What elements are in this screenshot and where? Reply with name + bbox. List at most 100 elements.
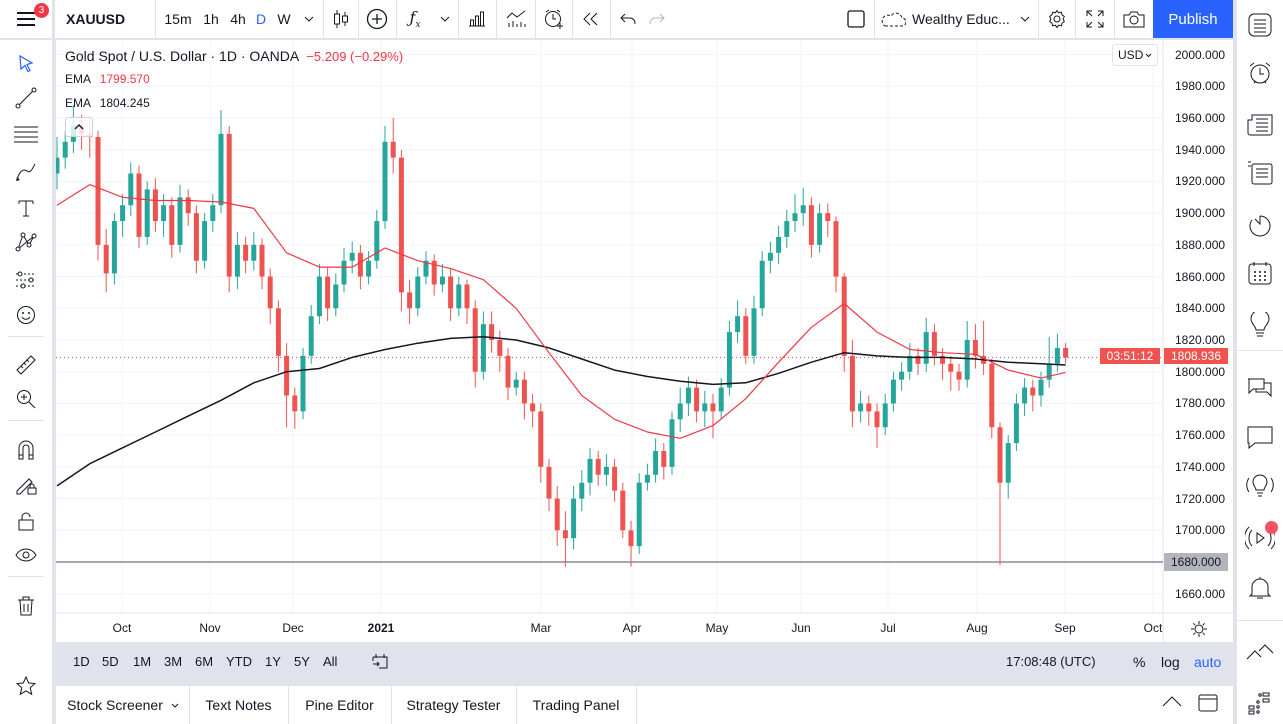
ideas-button[interactable] [1245,310,1275,340]
settings-button[interactable] [1039,0,1075,38]
camera-icon [1123,11,1145,28]
prediction-tool[interactable] [12,266,40,294]
hotlists-button[interactable] [1245,210,1275,240]
price-chart[interactable] [56,40,1233,642]
indicators-dropdown[interactable] [435,0,455,38]
range-3m[interactable]: 3M [164,654,183,669]
streams-button[interactable] [1245,523,1275,553]
more-widgets-button[interactable] [1245,688,1275,718]
range-all[interactable]: All [323,654,338,669]
interval-dropdown[interactable] [298,0,320,38]
watchlist-favorites[interactable] [12,672,40,700]
currency-selector[interactable]: USD [1112,44,1159,66]
hide-drawings[interactable] [12,541,40,569]
text-tool[interactable] [12,194,40,222]
lock-drawings[interactable] [12,507,40,535]
remove-drawings[interactable] [12,592,40,620]
range-1d[interactable]: 1D [73,654,90,669]
range-1m[interactable]: 1M [133,654,152,669]
auto-scale-toggle[interactable]: auto [1194,654,1222,670]
candle-body [448,276,454,309]
fib-tool[interactable] [12,120,40,148]
calendar-button[interactable] [1245,258,1275,288]
candle-body [341,260,347,285]
interval-15m[interactable]: 15m [164,11,192,27]
snapshot-button[interactable] [1115,0,1153,38]
range-ytd[interactable]: YTD [226,654,252,669]
expand-panel-button[interactable] [1162,695,1184,715]
compare-button[interactable] [359,0,395,38]
menu-button[interactable] [10,0,42,38]
indicator-legend-ema-1[interactable]: EMA 1799.570 [65,72,150,86]
templates-button[interactable] [497,0,534,38]
percent-scale-toggle[interactable]: % [1133,654,1146,670]
indicators-button[interactable]: ƒx [397,0,433,38]
data-window-button[interactable] [1245,158,1275,188]
private-chats-button[interactable] [1245,422,1275,452]
undo-button[interactable] [612,0,644,38]
collapse-legend-button[interactable] [65,117,93,137]
scale-settings-button[interactable] [1188,618,1210,640]
candle-body [505,355,511,388]
indicator-legend-ema-2[interactable]: EMA 1804.245 [65,96,150,110]
chats-button[interactable] [1245,372,1275,402]
candle-body [661,451,667,467]
stay-in-drawing-mode[interactable] [12,471,40,499]
tab-stock-screener[interactable]: Stock Screener [58,686,188,724]
clock[interactable]: 17:08:48 (UTC) [1006,654,1096,669]
ideas-stream-button[interactable] [1245,472,1275,502]
maximize-panel-button[interactable] [1198,694,1220,714]
brush-tool[interactable] [12,158,40,186]
price-tick-label: 1820.000 [1175,333,1226,347]
watchlist-button[interactable] [1245,10,1275,40]
layout-name-button[interactable]: Wealthy Educ... [880,0,1036,38]
interval-4h[interactable]: 4h [230,11,246,27]
magnet-tool[interactable] [12,436,40,464]
fullscreen-button[interactable] [1076,0,1114,38]
alerts-button[interactable] [1245,58,1275,88]
trend-line-tool[interactable] [12,84,40,112]
notifications-button[interactable] [1245,573,1275,603]
interval-1h[interactable]: 1h [203,11,219,27]
range-1y[interactable]: 1Y [265,654,281,669]
range-5y[interactable]: 5Y [294,654,310,669]
interval-w[interactable]: W [277,11,291,27]
tab-trading-panel[interactable]: Trading Panel [517,686,635,724]
brush-icon [16,163,36,181]
replay-button[interactable] [573,0,609,38]
candle-body [243,244,249,261]
zoom-tool[interactable] [12,385,40,413]
trend-line-icon [15,87,37,109]
tab-text-notes[interactable]: Text Notes [190,686,287,724]
candle-body [603,466,609,475]
log-scale-toggle[interactable]: log [1161,654,1180,670]
left-toolbar [0,40,52,724]
candle-body [546,466,552,499]
financials-button[interactable] [459,0,495,38]
tab-strategy-tester[interactable]: Strategy Tester [392,686,515,724]
select-layout-checkbox[interactable] [840,0,872,38]
redo-button[interactable] [642,0,672,38]
candle-body [226,133,232,277]
icon-tool[interactable] [12,301,40,329]
chart-pane[interactable] [56,40,1233,642]
bar-chart-icon [469,11,485,27]
go-to-date-button[interactable] [371,652,393,672]
bell-icon [1249,577,1271,599]
publish-button[interactable]: Publish [1153,0,1233,38]
range-5d[interactable]: 5D [102,654,119,669]
time-axis-label: Oct [1143,621,1163,635]
tab-pine-editor[interactable]: Pine Editor [289,686,390,724]
alert-button[interactable] [536,0,571,38]
symbol-search[interactable]: XAUUSD [66,11,126,27]
candle-body [751,308,757,356]
clock-arc-icon [1249,215,1271,237]
collapse-sidebar-button[interactable] [1245,636,1275,666]
news-button[interactable] [1245,110,1275,140]
pattern-tool[interactable] [12,228,40,256]
interval-d[interactable]: D [255,11,267,27]
range-6m[interactable]: 6M [195,654,214,669]
cursor-tool[interactable] [12,50,40,78]
measure-tool[interactable] [12,351,40,379]
chart-type-button[interactable] [324,0,358,38]
